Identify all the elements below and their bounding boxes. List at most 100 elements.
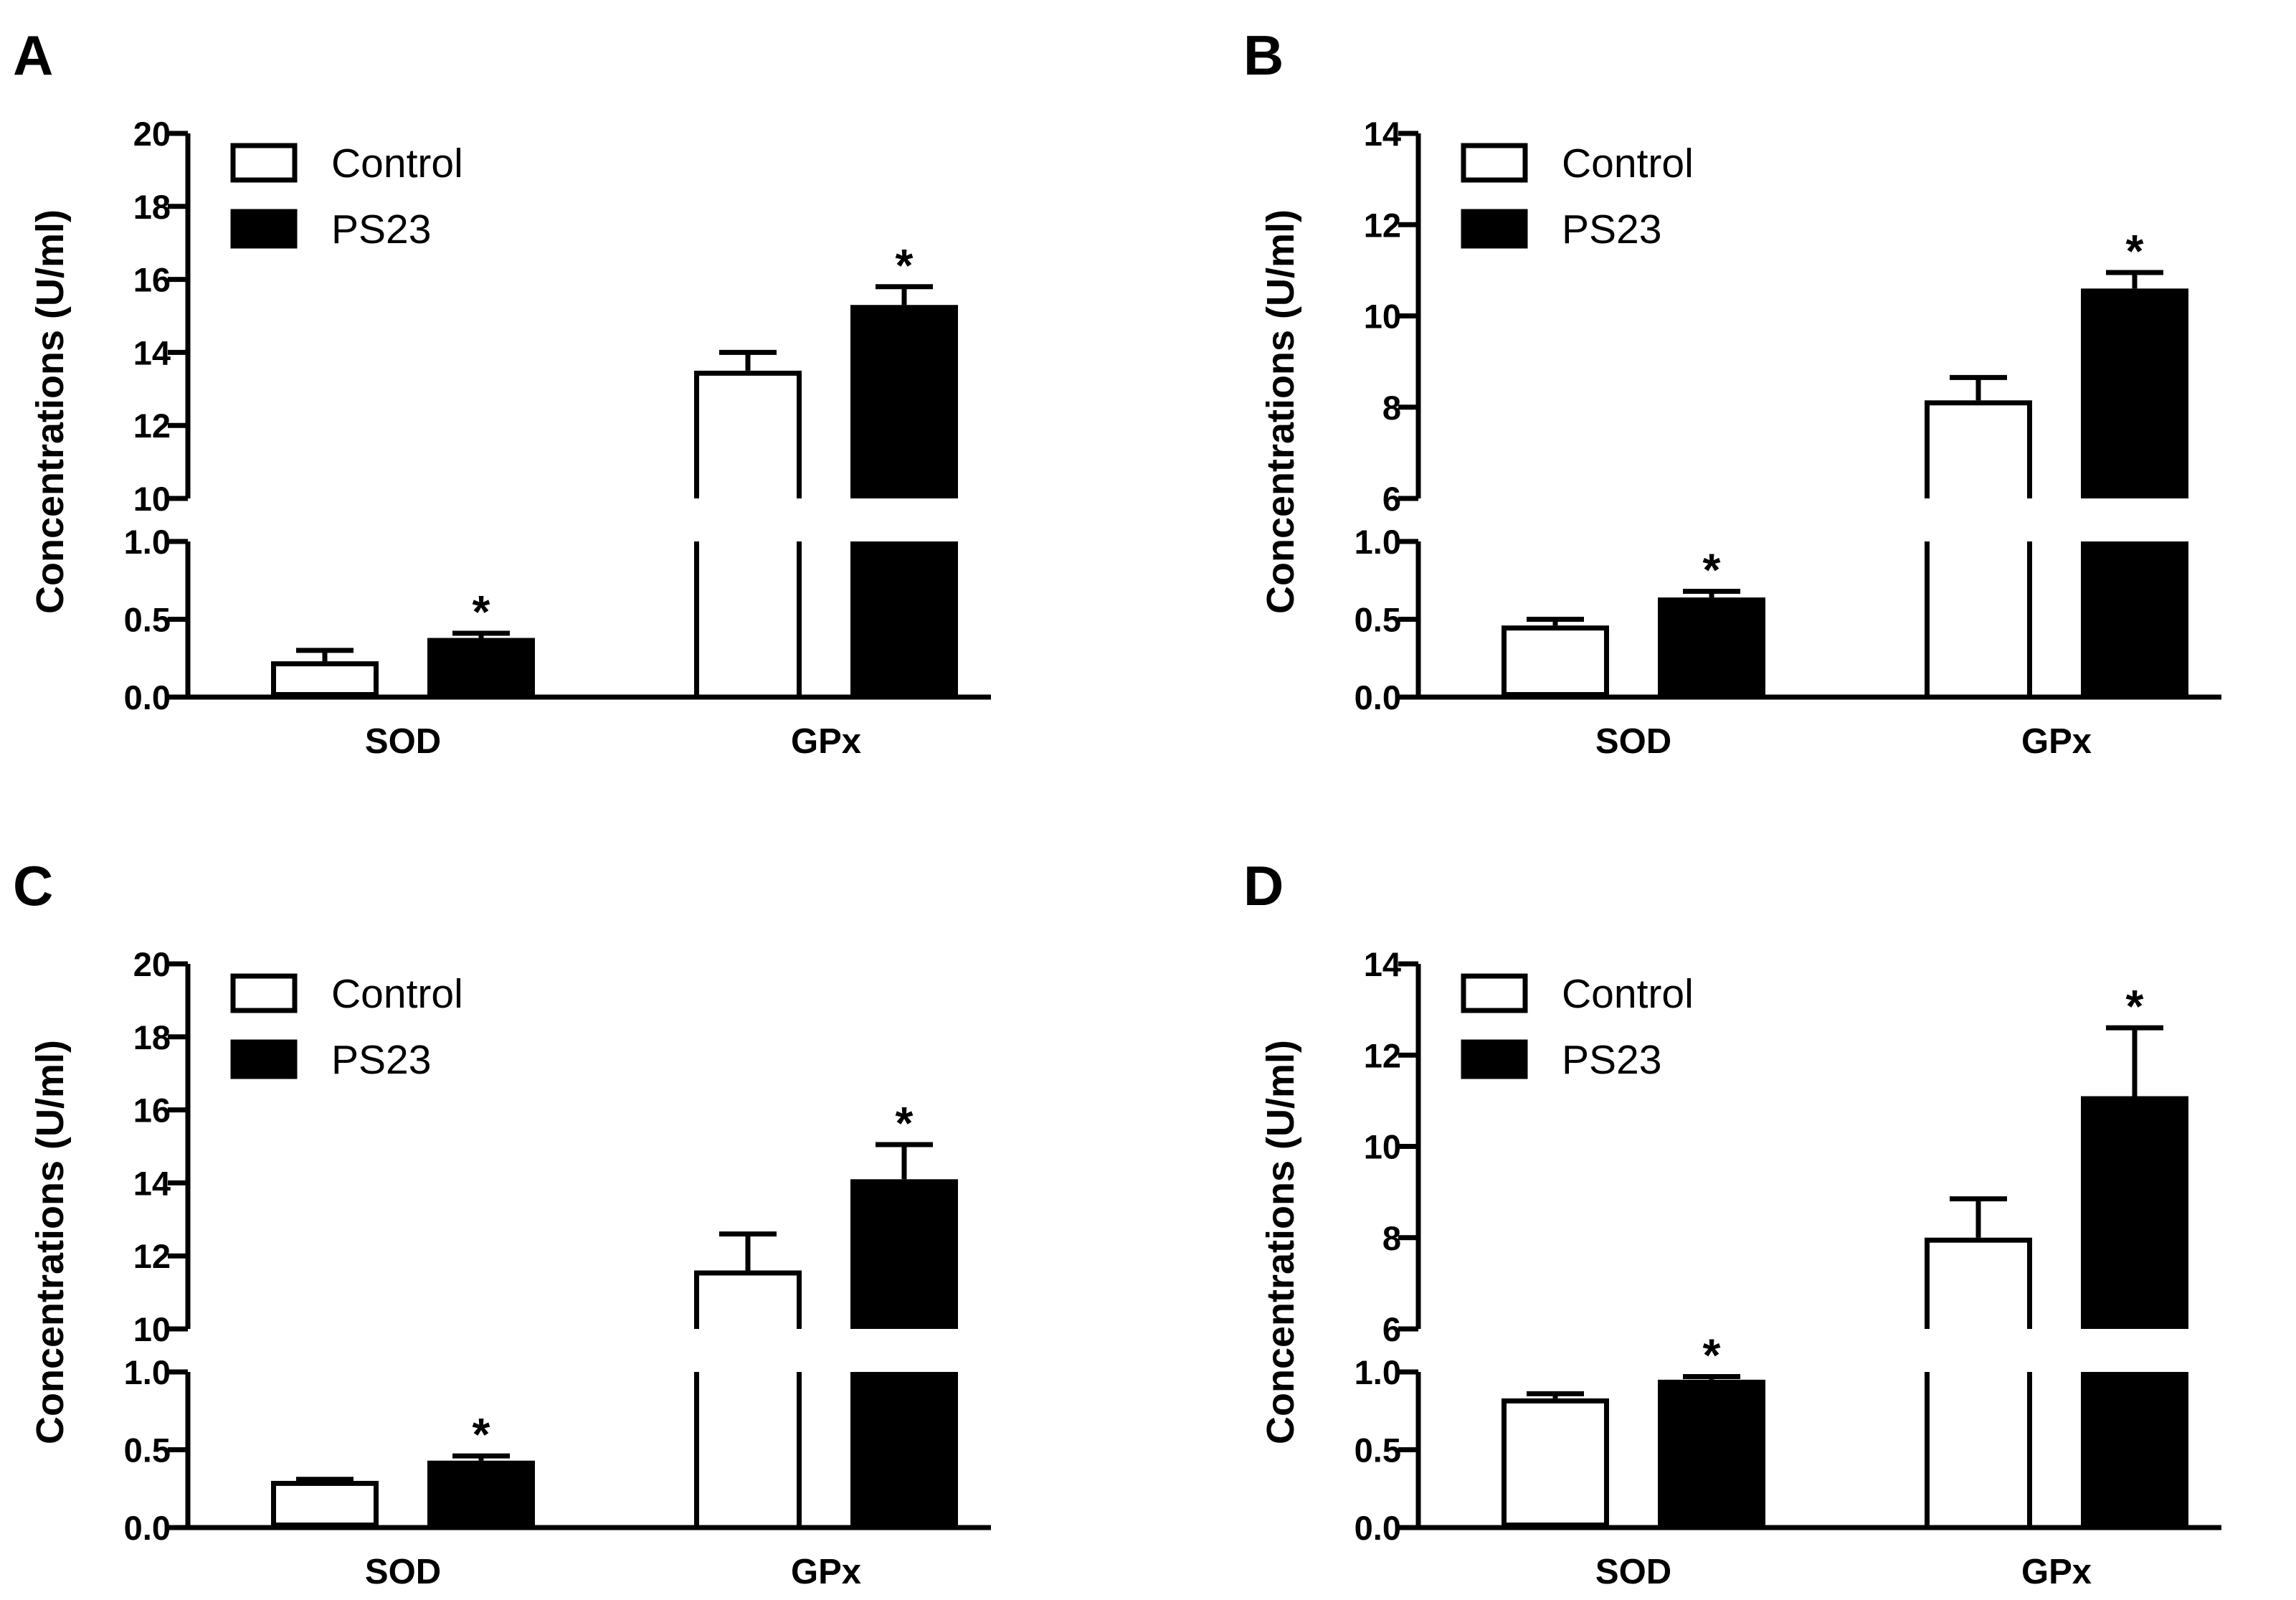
bar-control-sod <box>1502 625 1609 697</box>
bar-ps23-gpx-upper <box>2081 288 2188 498</box>
upper-tick-label: 12 <box>1364 1036 1401 1074</box>
lower-tick-label: 1.0 <box>124 1353 171 1391</box>
upper-tick-label: 6 <box>1382 1310 1401 1348</box>
upper-tick-label: 14 <box>1364 115 1401 153</box>
panel-b: B Concentrations (U/ml) 0.0 0.5 1.0 6 8 10 12 14 *… <box>1243 24 2221 761</box>
upper-tick-label: 10 <box>1364 1128 1401 1166</box>
y-axis-label: Concentrations (U/ml) <box>1259 209 1302 614</box>
significance-star: * <box>473 1409 490 1460</box>
upper-tick-label: 6 <box>1382 480 1401 518</box>
lower-tick-label: 1.0 <box>1355 1353 1401 1391</box>
bar-control-sod <box>1502 1398 1609 1528</box>
upper-tick-label: 8 <box>1382 389 1401 427</box>
category-label-sod: SOD <box>1595 1553 1671 1591</box>
bar-control-sod <box>271 661 379 698</box>
category-label-gpx: GPx <box>791 722 861 761</box>
lower-tick-label: 0.0 <box>1355 1509 1401 1547</box>
legend-label-control: Control <box>1562 971 1694 1017</box>
y-axis-label: Concentrations (U/ml) <box>29 209 72 614</box>
bar-control-gpx-lower <box>694 1372 802 1528</box>
significance-star: * <box>1703 1330 1721 1381</box>
upper-tick-label: 14 <box>133 1164 171 1202</box>
category-label-gpx: GPx <box>2021 1553 2092 1591</box>
significance-star: * <box>2126 225 2144 277</box>
significance-star: * <box>1703 544 1721 595</box>
category-label-sod: SOD <box>1595 722 1671 761</box>
bar-ps23-sod <box>427 1460 535 1528</box>
upper-tick-label: 14 <box>133 333 171 371</box>
panel-letter: B <box>1243 24 1284 87</box>
panel-a: A Concentrations (U/ml) 0.0 0.5 1.0 10 12 14 16 1… <box>13 24 991 761</box>
category-label-sod: SOD <box>365 1553 441 1591</box>
panel-letter: A <box>13 24 53 87</box>
y-axis-label: Concentrations (U/ml) <box>1259 1040 1302 1444</box>
upper-tick-label: 10 <box>1364 298 1401 336</box>
lower-tick-label: 0.5 <box>124 601 171 639</box>
bar-control-gpx-upper <box>694 370 802 498</box>
upper-tick-label: 10 <box>133 480 171 518</box>
legend-swatch-ps23 <box>1461 209 1528 249</box>
bar-control-gpx-upper <box>694 1270 802 1329</box>
bar-control-gpx-upper <box>1925 1237 2032 1329</box>
lower-tick-label: 0.0 <box>1355 678 1401 716</box>
upper-tick-label: 20 <box>133 115 171 153</box>
bar-control-gpx-lower <box>694 541 802 697</box>
bar-ps23-sod <box>1658 597 1765 697</box>
lower-tick-label: 0.0 <box>124 1509 171 1547</box>
lower-tick-label: 0.5 <box>1355 1431 1401 1469</box>
legend-label-control: Control <box>331 141 463 186</box>
legend-swatch-ps23 <box>230 209 298 249</box>
upper-tick-label: 18 <box>133 1018 171 1056</box>
upper-tick-label: 20 <box>133 945 171 983</box>
bar-ps23-gpx-lower <box>2081 541 2188 697</box>
category-label-sod: SOD <box>365 722 441 761</box>
legend-label-ps23: PS23 <box>1562 207 1661 252</box>
upper-tick-label: 8 <box>1382 1219 1401 1257</box>
bar-ps23-gpx-upper <box>850 305 958 498</box>
upper-tick-label: 16 <box>133 261 171 299</box>
lower-tick-label: 1.0 <box>1355 523 1401 561</box>
legend-swatch-control <box>1461 973 1528 1013</box>
upper-tick-label: 16 <box>133 1092 171 1130</box>
panel-letter: D <box>1243 854 1284 917</box>
legend-swatch-ps23 <box>1461 1039 1528 1079</box>
bar-control-gpx-lower <box>1925 1372 2032 1528</box>
legend-label-control: Control <box>1562 141 1694 186</box>
lower-tick-label: 0.5 <box>124 1431 171 1469</box>
bar-ps23-gpx-upper <box>2081 1096 2188 1329</box>
legend-label-control: Control <box>331 971 463 1017</box>
legend-swatch-control <box>1461 143 1528 183</box>
significance-star: * <box>896 1097 914 1149</box>
upper-tick-label: 10 <box>133 1310 171 1348</box>
category-label-gpx: GPx <box>2021 722 2092 761</box>
upper-tick-label: 12 <box>1364 206 1401 244</box>
lower-tick-label: 1.0 <box>124 523 171 561</box>
lower-tick-label: 0.0 <box>124 678 171 716</box>
bar-ps23-gpx-lower <box>850 1372 958 1528</box>
lower-tick-label: 0.5 <box>1355 601 1401 639</box>
upper-tick-label: 12 <box>133 407 171 445</box>
legend-label-ps23: PS23 <box>331 1037 431 1083</box>
bar-ps23-gpx-upper <box>850 1179 958 1329</box>
bar-ps23-sod <box>427 638 535 697</box>
bar-control-gpx-lower <box>1925 541 2032 697</box>
legend-swatch-ps23 <box>230 1039 298 1079</box>
significance-star: * <box>896 240 914 291</box>
panel-letter: C <box>13 854 53 917</box>
significance-star: * <box>2126 980 2144 1032</box>
legend-label-ps23: PS23 <box>331 207 431 252</box>
bar-control-gpx-upper <box>1925 400 2032 498</box>
bar-ps23-gpx-lower <box>850 541 958 697</box>
significance-star: * <box>473 586 490 638</box>
panel-c: C Concentrations (U/ml) 0.0 0.5 1.0 10 12 14 16 1… <box>13 854 991 1591</box>
legend-swatch-control <box>230 973 298 1013</box>
upper-tick-label: 18 <box>133 188 171 226</box>
bar-control-sod <box>271 1480 379 1528</box>
bar-ps23-gpx-lower <box>2081 1372 2188 1528</box>
panel-d: D Concentrations (U/ml) 0.0 0.5 1.0 6 8 10 12 14 *… <box>1243 854 2221 1591</box>
upper-tick-label: 12 <box>133 1237 171 1275</box>
legend-label-ps23: PS23 <box>1562 1037 1661 1083</box>
legend-swatch-control <box>230 143 298 183</box>
y-axis-label: Concentrations (U/ml) <box>29 1040 72 1444</box>
